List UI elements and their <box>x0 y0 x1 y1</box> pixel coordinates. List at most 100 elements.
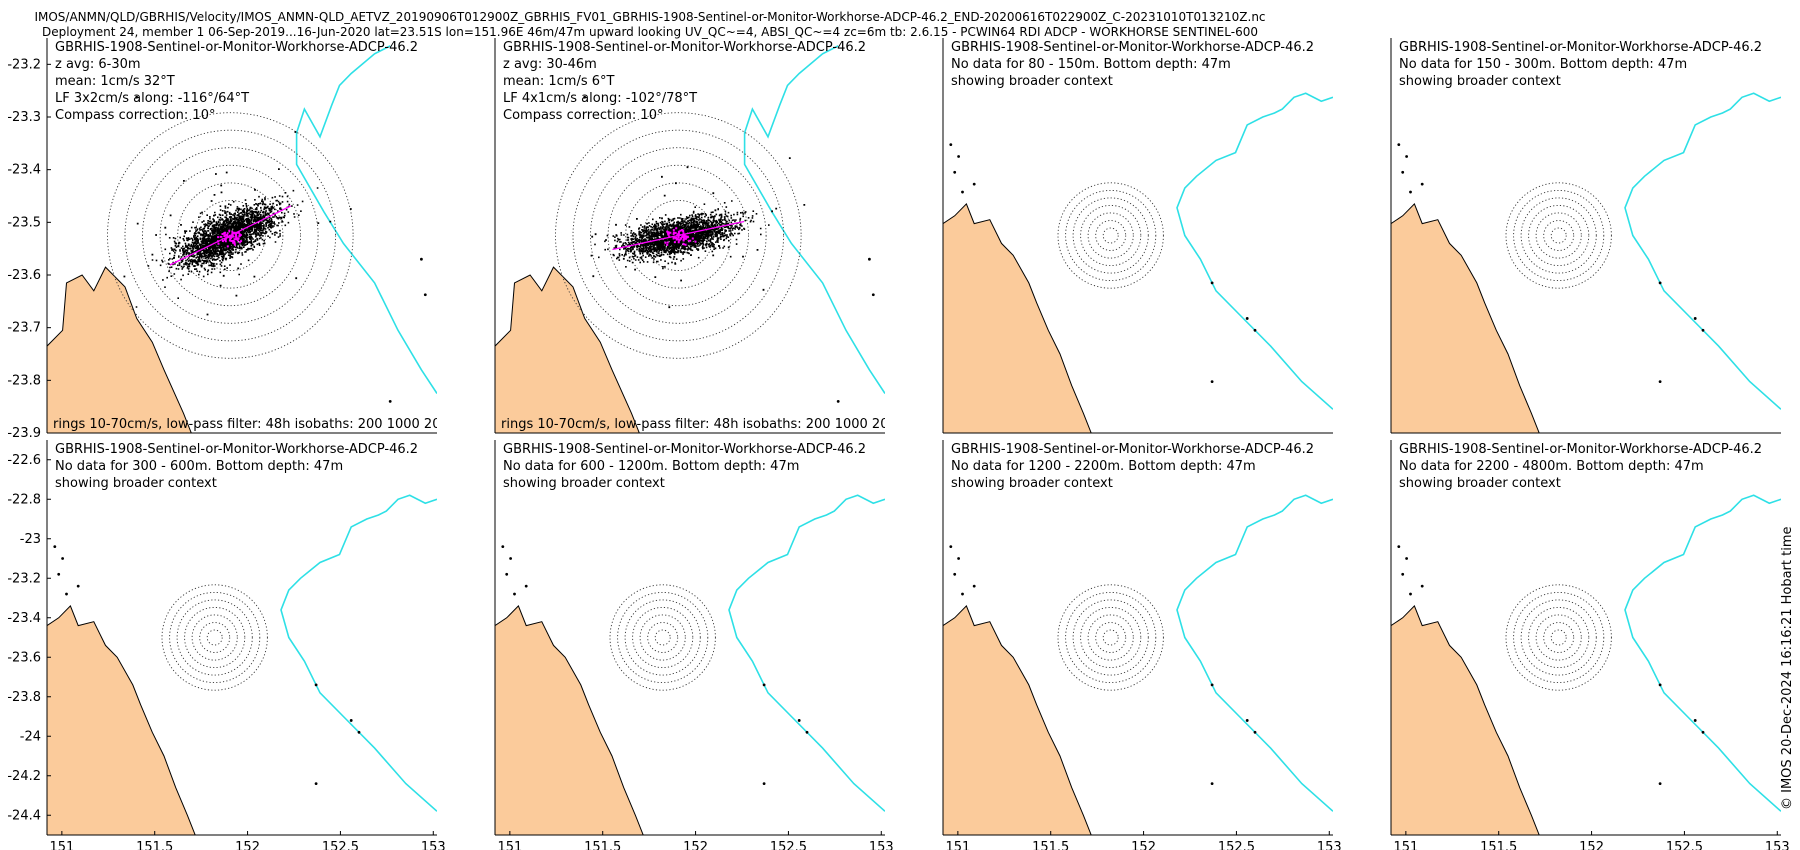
reef-mark <box>1245 719 1249 722</box>
reef-mark <box>1210 782 1214 786</box>
reef-mark <box>1245 317 1249 320</box>
reef-mark <box>1701 730 1705 734</box>
reef-mark <box>1397 143 1401 147</box>
reef-mark <box>1397 545 1401 549</box>
reef-mark <box>762 782 766 786</box>
reef-mark <box>957 155 960 158</box>
panel-instrument-label: GBRHIS-1908-Sentinel-or-Monitor-Workhors… <box>951 40 1314 55</box>
reef-mark <box>1701 328 1705 332</box>
principal-axis-line <box>612 220 745 251</box>
speed-ring <box>161 584 268 691</box>
reef-mark <box>349 719 353 722</box>
x-tick-label: 153 <box>1765 840 1790 850</box>
y-tick-label: -24.4 <box>7 808 41 823</box>
panel-row1-col2: GBRHIS-1908-Sentinel-or-Monitor-Workhors… <box>494 38 885 434</box>
reef-mark <box>1210 281 1214 285</box>
speed-ring <box>177 182 284 289</box>
x-tick-label: 151.5 <box>136 840 173 850</box>
reef-mark <box>961 592 964 596</box>
y-tick-label: -23.2 <box>7 57 41 72</box>
panel-instrument-label: GBRHIS-1908-Sentinel-or-Monitor-Workhors… <box>951 442 1314 457</box>
reef-mark <box>1658 380 1662 384</box>
panel-footer: rings 10-70cm/s, low-pass filter: 48h is… <box>53 417 494 432</box>
reef-mark <box>1405 557 1408 560</box>
credit-text: © IMOS 20-Dec-2024 16:16:21 Hobart time <box>1780 526 1795 810</box>
reef-mark <box>583 95 587 99</box>
panel-text-line: showing broader context <box>503 476 665 491</box>
speed-ring <box>572 129 785 342</box>
panel-text-line: LF 3x2cm/s along: -116°/64°T <box>55 91 249 106</box>
panel-text-line: Compass correction: 10° <box>503 108 663 123</box>
speed-ring <box>1065 189 1157 282</box>
land-mass <box>943 203 1092 433</box>
shelf-edge-isobath <box>1176 92 1333 410</box>
reef-mark <box>1693 719 1697 722</box>
speed-ring <box>1520 197 1597 274</box>
speed-ring <box>169 591 261 684</box>
panel-text-line: z avg: 30-46m <box>503 57 597 72</box>
reef-mark <box>762 683 766 687</box>
reef-mark <box>65 592 68 596</box>
land-mass <box>943 605 1092 835</box>
panel-text-line: No data for 300 - 600m. Bottom depth: 47… <box>55 459 343 474</box>
reef-mark <box>972 182 976 186</box>
reef-mark <box>953 572 957 576</box>
reef-mark <box>1210 380 1214 384</box>
reef-mark <box>1409 190 1412 194</box>
x-tick-label: 152 <box>235 840 260 850</box>
reef-mark <box>961 190 964 194</box>
speed-ring <box>590 147 767 324</box>
panel-row1-col3: GBRHIS-1908-Sentinel-or-Monitor-Workhors… <box>942 38 1333 434</box>
y-tick-label: -23.4 <box>7 611 41 626</box>
reef-mark <box>1658 281 1662 285</box>
speed-ring <box>1065 591 1157 684</box>
y-tick-label: -23.8 <box>7 690 41 705</box>
y-tick-label: -23.6 <box>7 650 41 665</box>
reef-mark <box>53 545 57 549</box>
reef-mark <box>76 584 80 588</box>
y-tick-label: -22.6 <box>7 453 41 468</box>
reef-mark <box>957 557 960 560</box>
reef-mark <box>423 293 427 297</box>
speed-ring <box>617 591 709 684</box>
panel-text-line: mean: 1cm/s 6°T <box>503 74 615 89</box>
panel-text-line: showing broader context <box>951 74 1113 89</box>
reef-mark <box>509 557 512 560</box>
land-mass <box>1391 605 1540 835</box>
panel-text-line: Compass correction: 10° <box>55 108 215 123</box>
panel-text-line: No data for 600 - 1200m. Bottom depth: 4… <box>503 459 799 474</box>
reef-mark <box>388 400 392 403</box>
speed-ring <box>1513 189 1605 282</box>
speed-ring <box>1080 204 1142 267</box>
panel-text-line: No data for 150 - 300m. Bottom depth: 47… <box>1399 57 1687 72</box>
reef-mark <box>953 170 957 174</box>
low-pass-points <box>664 227 697 246</box>
reef-mark <box>524 584 528 588</box>
panel-text-line: No data for 1200 - 2200m. Bottom depth: … <box>951 459 1256 474</box>
shelf-edge-isobath <box>295 45 437 394</box>
speed-ring <box>639 614 686 661</box>
speed-ring <box>1080 606 1142 669</box>
x-tick-label: 151.5 <box>1480 840 1517 850</box>
panel-instrument-label: GBRHIS-1908-Sentinel-or-Monitor-Workhors… <box>55 442 418 457</box>
speed-ring <box>642 199 714 272</box>
panel-text-line: showing broader context <box>55 476 217 491</box>
speed-ring <box>1102 629 1119 646</box>
panel-row2-col2: 151 151.5 152 152.5 153 GBRHIS-1908-Sentinel-… <box>494 440 894 850</box>
shelf-edge-isobath <box>280 494 437 812</box>
reef-mark <box>513 592 516 596</box>
reef-mark <box>871 293 875 297</box>
shelf-edge-isobath <box>1624 92 1781 410</box>
x-tick-label: 152 <box>1131 840 1156 850</box>
figure-title-line-1: IMOS/ANMN/QLD/GBRHIS/Velocity/IMOS_ANMN-… <box>34 10 1266 24</box>
panel-instrument-label: GBRHIS-1908-Sentinel-or-Monitor-Workhors… <box>1399 40 1762 55</box>
speed-ring <box>607 164 749 307</box>
panel-text-line: No data for 80 - 150m. Bottom depth: 47m <box>951 57 1231 72</box>
y-tick-label: -22.8 <box>7 492 41 507</box>
land-mass <box>47 266 192 433</box>
panel-instrument-label: GBRHIS-1908-Sentinel-or-Monitor-Workhors… <box>503 40 866 55</box>
x-tick-label: 152 <box>683 840 708 850</box>
y-tick-label: -23.8 <box>7 373 41 388</box>
panel-text-line: LF 4x1cm/s along: -102°/78°T <box>503 91 697 106</box>
y-tick-label: -24.2 <box>7 769 41 784</box>
